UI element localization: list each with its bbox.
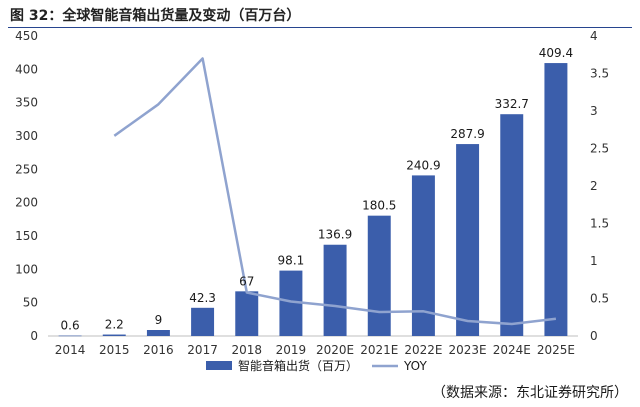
bar xyxy=(191,307,215,336)
y-left-tick-label: 400 xyxy=(15,62,38,76)
bar-value-label: 42.3 xyxy=(189,291,216,305)
bar xyxy=(279,270,303,336)
y-left-tick-label: 450 xyxy=(15,29,38,43)
y-left-tick-label: 100 xyxy=(15,262,38,276)
bar-value-label: 67 xyxy=(239,274,254,288)
source-note: （数据来源：东北证券研究所） xyxy=(432,385,628,401)
bar-series xyxy=(58,63,568,337)
y-left-tick-label: 150 xyxy=(15,229,38,243)
bar-value-label: 287.9 xyxy=(450,127,484,141)
bar xyxy=(58,335,82,337)
bar xyxy=(235,291,259,336)
bar xyxy=(367,215,391,336)
bar xyxy=(323,244,347,336)
x-tick-label: 2024E xyxy=(493,343,531,357)
y-right-tick-label: 3 xyxy=(590,104,598,118)
bar xyxy=(544,63,568,337)
x-tick-label: 2019 xyxy=(276,343,307,357)
y-right-tick-label: 2.5 xyxy=(590,142,609,156)
bar-value-label: 409.4 xyxy=(539,46,573,60)
bar-value-label: 9 xyxy=(155,313,163,327)
bar-value-label: 240.9 xyxy=(406,158,440,172)
y-left-tick-label: 50 xyxy=(23,296,38,310)
bar-value-label: 0.6 xyxy=(61,319,80,333)
y-right-tick-label: 1.5 xyxy=(590,217,609,231)
bar-value-label: 136.9 xyxy=(318,228,352,242)
legend-bar-swatch xyxy=(206,361,232,370)
x-tick-label: 2014 xyxy=(55,343,86,357)
bar-value-label: 180.5 xyxy=(362,199,396,213)
y-left-tick-label: 200 xyxy=(15,196,38,210)
legend-bar-label: 智能音箱出货（百万） xyxy=(238,358,358,373)
data-labels: 0.6 2.2 9 42.3 67 98.1 136.9 180.5 240.9 287.9 332… xyxy=(61,46,574,333)
x-tick-label: 2022E xyxy=(404,343,442,357)
bar xyxy=(102,334,126,336)
x-tick-label: 2023E xyxy=(449,343,487,357)
x-tick-label: 2025E xyxy=(537,343,575,357)
y-left-tick-label: 350 xyxy=(15,96,38,110)
bar-value-label: 98.1 xyxy=(278,254,305,268)
y-right-tick-label: 3.5 xyxy=(590,67,609,81)
title-divider xyxy=(8,27,632,28)
y-left-tick-label: 0 xyxy=(30,329,38,343)
y-right-tick-label: 0.5 xyxy=(590,292,609,306)
bar xyxy=(411,175,435,336)
x-tick-label: 2016 xyxy=(143,343,174,357)
bar xyxy=(456,144,480,336)
x-tick-label: 2017 xyxy=(187,343,218,357)
y-left-tick-label: 300 xyxy=(15,129,38,143)
y-right-tick-label: 1 xyxy=(590,254,598,268)
yoy-line-series xyxy=(113,57,557,326)
bar xyxy=(500,114,524,336)
yoy-line xyxy=(113,57,557,326)
x-tick-label: 2018 xyxy=(231,343,262,357)
legend-line-label: YOY xyxy=(403,359,427,373)
bar-value-label: 2.2 xyxy=(105,318,124,332)
y-left-tick-label: 250 xyxy=(15,162,38,176)
legend: 智能音箱出货（百万） YOY xyxy=(206,358,427,373)
x-tick-label: 2020E xyxy=(316,343,354,357)
bar-value-label: 332.7 xyxy=(495,97,529,111)
axes: 0 50 100 150 200 250 300 350 400 450 0 0.5 1 1.5 2 2.5 3… xyxy=(15,29,609,357)
x-tick-label: 2015 xyxy=(99,343,130,357)
y-right-tick-label: 2 xyxy=(590,179,598,193)
y-right-tick-label: 0 xyxy=(590,329,598,343)
y-right-tick-label: 4 xyxy=(590,29,598,43)
bar xyxy=(146,330,170,336)
figure-title: 图 32：全球智能音箱出货量及变动（百万台） xyxy=(10,8,301,24)
x-tick-label: 2021E xyxy=(360,343,398,357)
